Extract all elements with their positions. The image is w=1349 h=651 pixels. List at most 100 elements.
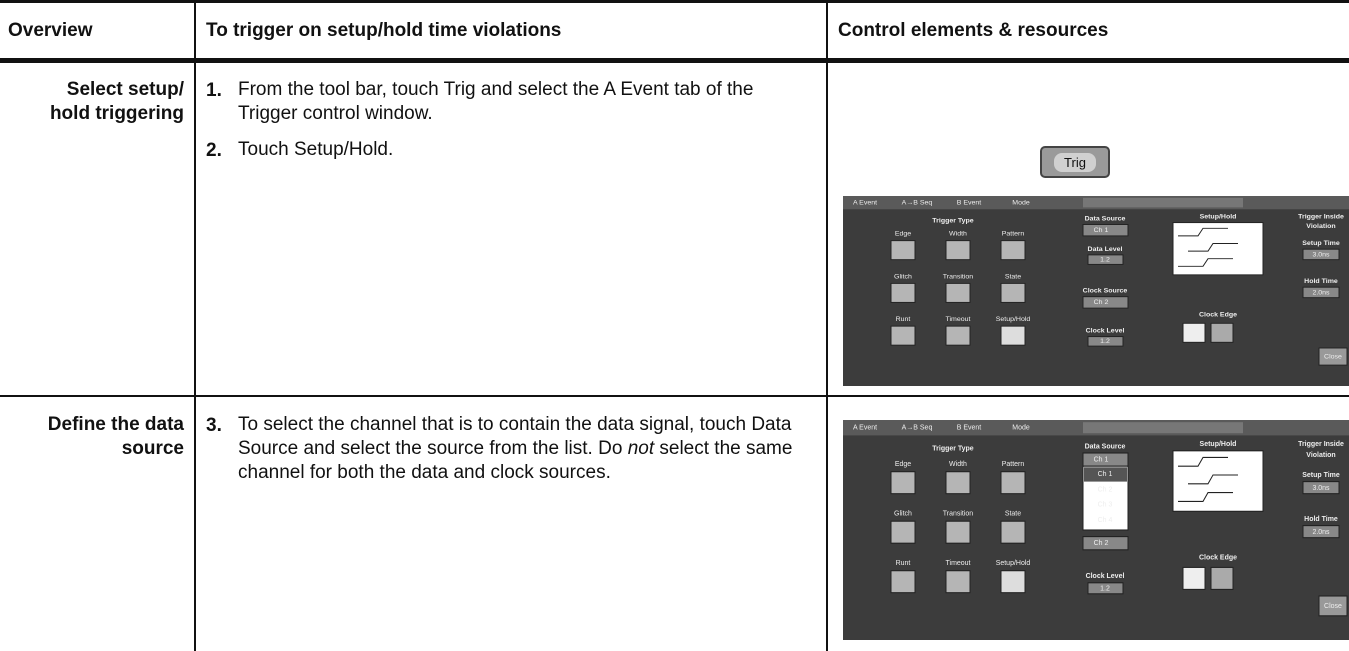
label: Data Source [1085,441,1126,450]
box [945,471,971,495]
header-cell: Control elements & resources [838,20,1109,41]
trig-button[interactable]: Trig [1040,146,1110,178]
box [890,570,916,594]
type-label: Setup/Hold [996,316,1031,323]
type-label: Edge [895,231,912,238]
label: Clock Level [1086,328,1125,335]
tab: Mode [1012,200,1030,207]
type-label: State [1005,274,1022,281]
diagram [1172,450,1264,512]
type-label: Width [949,231,967,238]
trig-label: Trig [1054,152,1096,172]
box [1318,595,1348,617]
step-text: To select the channel that is to contain… [238,413,813,485]
type-label: Pattern [1002,459,1025,468]
tab: A Event [853,200,877,207]
waveform [1178,227,1238,267]
box [1182,566,1206,590]
header-rule [0,58,1349,63]
label: 2.0ns [1312,527,1329,536]
tab: B Event [957,422,981,431]
dropdown-item: Ch 2 [1098,484,1113,493]
text: select the same channel for both the dat… [238,438,793,483]
box [945,325,971,346]
label: Ch 1 [1094,227,1109,234]
overview-line: source [121,438,184,459]
box [1000,570,1026,594]
emphasis: not [627,438,655,459]
label: 2.0ns [1312,290,1330,297]
type-label: Pattern [1002,231,1025,238]
type-label: Runt [896,558,911,567]
step-number: 2. [206,140,222,161]
type-label: Glitch [894,508,912,517]
label: 3.0ns [1312,483,1329,492]
column-rule [826,0,828,651]
box [1210,322,1234,343]
box [1000,240,1026,261]
label: 1.2 [1100,338,1110,345]
tab: A→B Seq [902,422,933,431]
label: 1.2 [1100,583,1110,592]
label: Setup/Hold [1200,214,1237,221]
box [1302,525,1340,539]
box [1210,566,1234,590]
box [945,240,971,261]
box [1082,224,1129,237]
box [1082,536,1129,551]
type-label: Timeout [946,316,971,323]
overview-line: Select setup/ [66,79,184,100]
label: Violation [1306,223,1335,230]
label: Data Source [1085,216,1126,223]
label: Hold Time [1304,514,1338,523]
label: Close [1324,353,1342,360]
type-label: Glitch [894,274,912,281]
dropdown-item: Ch 1 [1098,469,1113,478]
label: 3.0ns [1312,252,1330,259]
type-label: Edge [895,459,911,468]
box [945,282,971,303]
type-label: Runt [896,316,911,323]
diagram [1172,222,1264,276]
label: Data Level [1088,246,1123,253]
label: Trigger Type [932,443,973,452]
dropdown-item: Ch 3 [1098,499,1113,508]
type-label: Transition [943,274,974,281]
box [890,240,916,261]
label: Violation [1306,450,1336,459]
dropdown-selected [1084,467,1127,482]
label: Trigger Inside [1298,214,1344,221]
overview-line: Define the data [47,414,184,435]
box [1000,325,1026,346]
box [1302,286,1340,299]
box [1182,322,1206,343]
screenshot: A Event A→B Seq B Event Mode Trigger Type Edg… [843,420,1349,640]
label: Clock Source [1083,288,1128,295]
overview: Define the data source [48,413,184,461]
box [1000,282,1026,303]
label: Setup/Hold [1200,439,1237,448]
label: Setup Time [1302,240,1340,247]
label: 1.2 [1100,257,1110,264]
box [1318,347,1348,366]
box [1000,520,1026,544]
tab: A Event [853,422,877,431]
label: Clock Level [1086,571,1125,580]
box [945,570,971,594]
box [890,471,916,495]
type-label: Transition [943,508,973,517]
tab: Mode [1012,422,1029,431]
label: Trigger Type [932,218,974,225]
box [1087,336,1124,347]
step-text: Touch Setup/Hold. [238,139,394,160]
screenshot: A Event A→B Seq B Event Mode Trigger Type Edg… [843,196,1349,386]
top-rule [0,0,1349,3]
box [1302,248,1340,261]
box [890,520,916,544]
tab: A→B Seq [902,200,933,207]
waveform [1178,456,1238,502]
label: Ch 2 [1094,538,1109,547]
row-rule [0,395,1349,397]
dropdown-item: Ch 4 [1098,515,1113,524]
